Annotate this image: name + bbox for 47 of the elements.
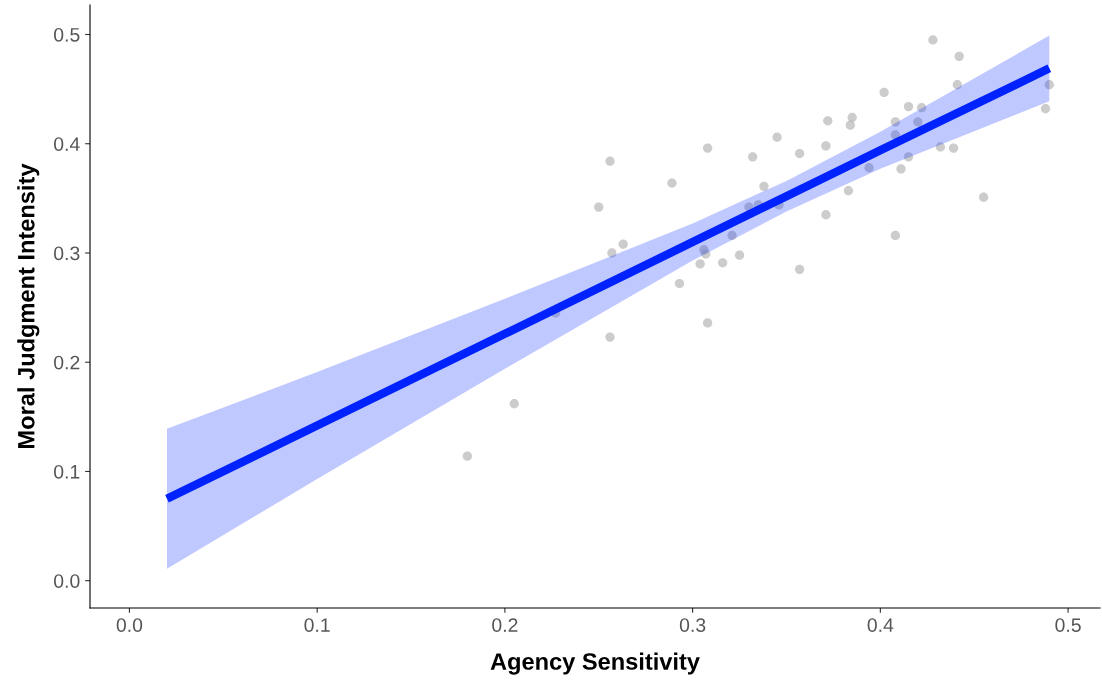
- point: [879, 87, 889, 98]
- point: [890, 230, 901, 241]
- point: [509, 399, 519, 409]
- point: [847, 112, 857, 123]
- point: [1040, 104, 1051, 114]
- point: [605, 332, 615, 342]
- point: [667, 178, 677, 188]
- point: [462, 451, 472, 461]
- point: [594, 202, 604, 212]
- point: [954, 51, 964, 61]
- y-tick-label: 0.5: [54, 27, 80, 42]
- x-tick-label: 0.4: [867, 618, 894, 632]
- point: [948, 143, 959, 153]
- y-tick-label: 0.2: [54, 355, 80, 370]
- point: [903, 101, 914, 112]
- point: [674, 278, 685, 289]
- point: [928, 35, 938, 45]
- point: [748, 152, 758, 162]
- point: [605, 156, 615, 166]
- point: [896, 164, 906, 174]
- x-axis-title: Agency Sensitivity: [490, 652, 700, 675]
- point: [978, 192, 989, 202]
- y-tick-label: 0.4: [54, 137, 80, 151]
- point: [695, 259, 705, 269]
- y-tick-label: 0.3: [54, 246, 80, 261]
- point: [794, 148, 805, 159]
- y-tick-label: 0.0: [54, 574, 80, 588]
- point: [821, 210, 831, 220]
- point: [843, 186, 854, 196]
- point: [821, 141, 831, 151]
- point: [845, 120, 855, 130]
- x-tick-label: 0.3: [679, 618, 706, 632]
- point: [734, 250, 745, 260]
- point: [772, 132, 782, 142]
- y-tick-label: 0.1: [54, 464, 80, 479]
- point: [823, 116, 833, 126]
- x-tick-label: 0.2: [492, 618, 518, 632]
- point: [618, 239, 628, 249]
- y-axis-title: Moral Judgment Intensity: [17, 163, 40, 448]
- point: [794, 264, 805, 275]
- x-tick-label: 0.0: [116, 618, 143, 632]
- point: [718, 258, 728, 268]
- point: [759, 181, 769, 191]
- x-tick-label: 0.5: [1055, 618, 1081, 632]
- point: [702, 143, 713, 153]
- point: [702, 318, 713, 328]
- x-tick-label: 0.1: [304, 618, 330, 632]
